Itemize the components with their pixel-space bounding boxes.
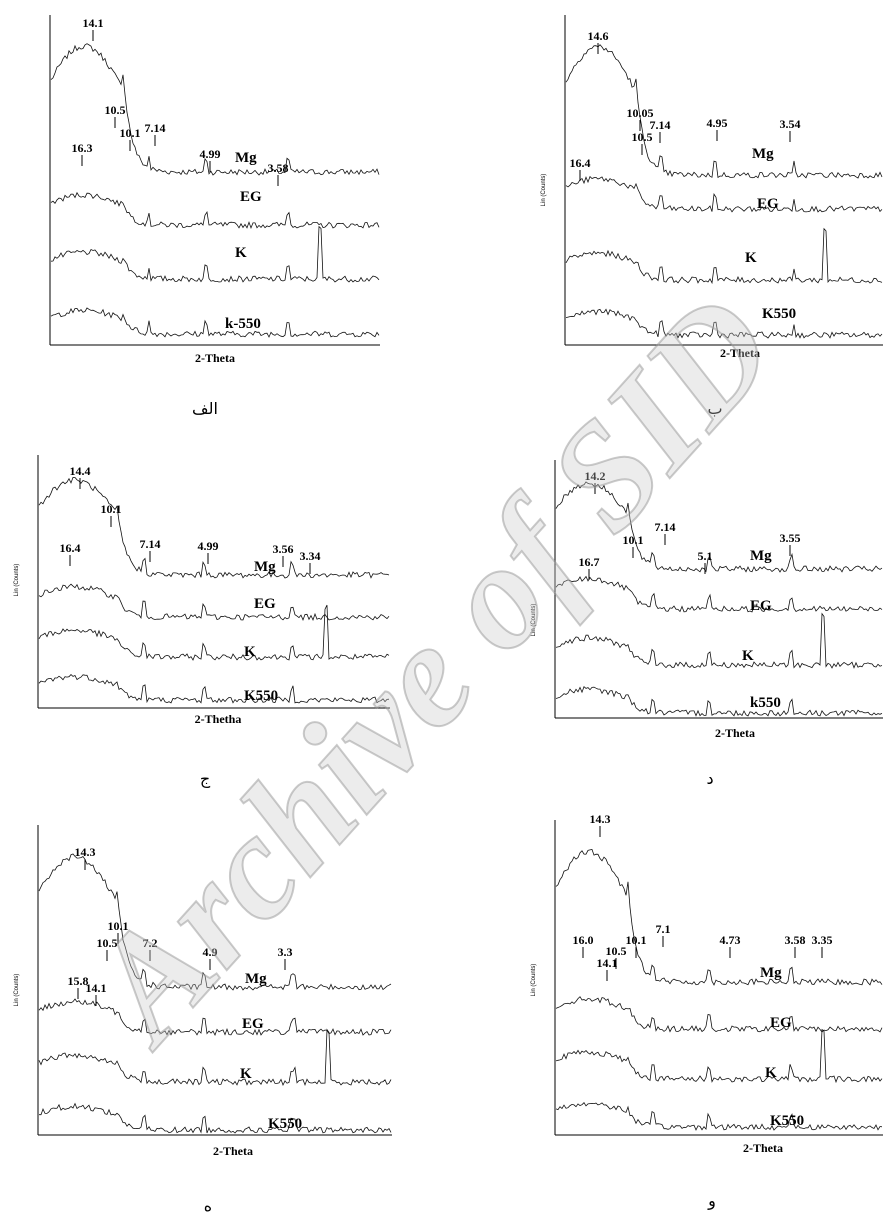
peak-label: 3.58 xyxy=(268,161,289,175)
trace-label: EG xyxy=(240,189,262,205)
peak-label: 3.35 xyxy=(812,933,833,947)
figure: Mg EG Kk-550 14.1 10.5 10.1 7.14 4.99 3.58 16.3 2-… xyxy=(0,0,883,1215)
trace-label: EG xyxy=(757,196,779,212)
peak-label: 10.1 xyxy=(626,933,647,947)
peak-label: 4.99 xyxy=(200,147,221,161)
xrd-trace xyxy=(566,45,882,178)
xrd-trace xyxy=(556,614,882,668)
xrd-trace xyxy=(51,193,379,228)
trace-label: K xyxy=(244,644,256,660)
trace-label: EG xyxy=(254,596,276,612)
trace-label: Mg xyxy=(752,146,774,162)
trace-label: k-550 xyxy=(225,316,261,332)
xrd-trace xyxy=(39,1030,391,1085)
panel-caption: و xyxy=(707,1191,716,1211)
trace-label: Mg xyxy=(235,150,257,166)
panel-caption: الف xyxy=(192,399,218,418)
xrd-trace xyxy=(39,477,389,578)
peak-label: 14.3 xyxy=(75,845,96,859)
peak-label: 7.14 xyxy=(145,121,166,135)
peak-label: 10.5 xyxy=(632,130,653,144)
watermark: Archive of SID xyxy=(54,264,807,1075)
peak-label: 10.1 xyxy=(120,126,141,140)
peak-label: 5.1 xyxy=(698,549,713,563)
peak-label: 16.3 xyxy=(72,141,93,155)
trace-label: K xyxy=(745,250,757,266)
trace-label: Mg xyxy=(254,559,276,575)
xrd-trace xyxy=(566,177,882,212)
trace-label: k550 xyxy=(750,695,781,711)
peak-label: 16.0 xyxy=(573,933,594,947)
trace-label: K550 xyxy=(268,1116,302,1132)
trace-label: Mg xyxy=(750,548,772,564)
trace-label: K550 xyxy=(244,688,278,704)
xrd-trace xyxy=(566,229,882,283)
peak-label: 7.1 xyxy=(656,922,671,936)
trace-label: EG xyxy=(770,1015,792,1031)
y-axis-label: Lin (Counts) xyxy=(531,964,537,997)
y-axis-label: Lin (Counts) xyxy=(541,174,547,207)
peak-label: 7.14 xyxy=(650,118,671,132)
x-axis-label: 2-Theta xyxy=(195,351,235,365)
peak-label: 4.95 xyxy=(707,116,728,130)
peak-label: 3.56 xyxy=(273,542,294,556)
peak-label: 14.6 xyxy=(588,29,609,43)
peak-label: 4.73 xyxy=(720,933,741,947)
trace-label: Mg xyxy=(760,965,782,981)
trace-label: K xyxy=(765,1065,777,1081)
xrd-trace xyxy=(39,1104,391,1133)
peak-label: 14.1 xyxy=(83,16,104,30)
trace-label: K550 xyxy=(770,1113,804,1129)
peak-label: 14.4 xyxy=(70,464,91,478)
xrd-trace xyxy=(556,1103,882,1130)
peak-label: 3.58 xyxy=(785,933,806,947)
peak-label: 16.4 xyxy=(570,156,591,170)
x-axis-label: 2-Theta xyxy=(743,1141,783,1155)
panel-caption: د xyxy=(706,769,713,788)
x-axis-label: 2-Theta xyxy=(213,1144,253,1158)
xrd-trace xyxy=(51,227,379,282)
peak-label: 10.5 xyxy=(105,103,126,117)
xrd-trace xyxy=(556,1030,882,1082)
xrd-trace xyxy=(556,997,882,1032)
y-axis-label: Lin (Counts) xyxy=(14,974,20,1007)
x-axis-label: 2-Thetha xyxy=(195,712,242,726)
xrd-trace xyxy=(51,308,379,337)
xrd-trace xyxy=(556,687,882,716)
trace-label: K xyxy=(240,1066,252,1082)
trace-label: K550 xyxy=(762,306,796,322)
trace-label: K xyxy=(742,648,754,664)
trace-label: EG xyxy=(750,598,772,614)
peak-label: 14.1 xyxy=(597,956,618,970)
trace-label: EG xyxy=(242,1016,264,1032)
peak-label: 3.34 xyxy=(300,549,321,563)
panel: Mg EG Kk-550 14.1 10.5 10.1 7.14 4.99 3.58 16.3 2-… xyxy=(50,15,380,418)
peak-label: 3.54 xyxy=(780,117,801,131)
peak-label: 4.99 xyxy=(198,539,219,553)
peak-label: 16.4 xyxy=(60,541,81,555)
trace-label: K xyxy=(235,245,247,261)
panel-caption: ه xyxy=(204,1196,212,1215)
peak-label: 3.55 xyxy=(780,531,801,545)
x-axis-label: 2-Theta xyxy=(715,726,755,740)
peak-label: 10.1 xyxy=(101,502,122,516)
peak-label: 7.14 xyxy=(140,537,161,551)
y-axis-label: Lin (Counts) xyxy=(14,564,20,597)
panel-caption: ج xyxy=(200,769,211,789)
xrd-trace xyxy=(39,584,389,620)
peak-label: 14.3 xyxy=(590,812,611,826)
